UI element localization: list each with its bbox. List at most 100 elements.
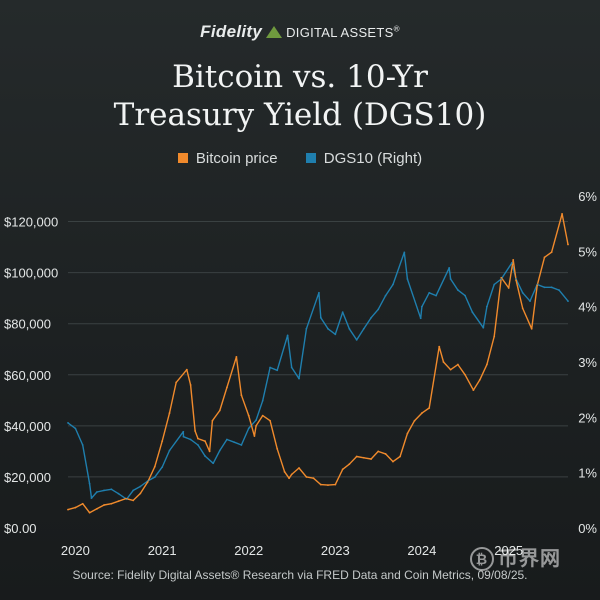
bitcoin-point: [110, 502, 113, 505]
bitcoin-point: [362, 456, 365, 459]
x-tick-label: 2024: [407, 543, 436, 558]
dgs10-point: [448, 267, 451, 269]
dgs10-point: [319, 316, 322, 319]
dgs10-point: [153, 476, 156, 478]
dgs10-point: [392, 283, 394, 286]
bitcoin-point: [168, 412, 171, 414]
dgs10-point: [384, 294, 387, 297]
bitcoin-point: [464, 373, 466, 376]
dgs10-point: [406, 278, 409, 280]
dgs10-point: [261, 399, 264, 402]
bitcoin-point: [103, 504, 105, 506]
dgs10-point: [428, 291, 431, 294]
bitcoin-point: [543, 256, 546, 259]
bitcoin-point: [420, 412, 423, 414]
dgs10-point: [247, 427, 250, 430]
bitcoin-point: [74, 506, 77, 509]
dgs10-point: [327, 327, 329, 330]
y-tick-label-left: $40,000: [4, 419, 51, 434]
bitcoin-point: [208, 450, 211, 453]
brand-logo: Fidelity DIGITAL ASSETS®: [0, 22, 600, 42]
bitcoin-point: [355, 455, 358, 458]
chart-title: Bitcoin vs. 10-Yr Treasury Yield (DGS10): [0, 58, 600, 134]
dgs10-point: [543, 286, 546, 289]
dgs10-point: [290, 366, 293, 369]
dgs10-point: [161, 466, 164, 469]
dgs10-point: [449, 278, 452, 280]
dgs10-point: [269, 366, 271, 369]
dgs10-point: [117, 492, 120, 495]
dgs10-point: [485, 305, 488, 308]
bitcoin-point: [81, 502, 84, 505]
bitcoin-point: [370, 458, 373, 460]
bitcoin-point: [261, 414, 264, 417]
bitcoin-point: [457, 363, 459, 366]
dgs10-point: [189, 438, 192, 441]
dgs10-point: [88, 482, 91, 485]
watermark-text: 币界网: [498, 548, 561, 570]
bitcoin-point: [194, 430, 197, 432]
bitcoin-point: [449, 368, 452, 371]
dgs10-point: [182, 435, 185, 438]
dgs10-point: [457, 289, 459, 291]
bitcoin-point: [117, 500, 120, 503]
bitcoin-point: [288, 477, 290, 480]
bitcoin-point: [500, 276, 503, 279]
y-tick-label-right: 6%: [578, 189, 597, 204]
bitcoin-point: [124, 497, 127, 500]
y-tick-label-left: $100,000: [4, 266, 58, 281]
x-tick-label: 2020: [61, 543, 90, 558]
dgs10-point: [305, 327, 308, 330]
bitcoin-point: [377, 450, 380, 453]
bitcoin-point: [226, 386, 228, 389]
legend-item-dgs10: DGS10 (Right): [305, 150, 422, 167]
dgs10-point: [362, 327, 365, 330]
coin-icon: ₿: [470, 547, 494, 571]
dgs10-point: [420, 305, 423, 308]
y-tick-label-left: $20,000: [4, 470, 51, 485]
bitcoin-point: [384, 453, 387, 455]
bitcoin-point: [269, 419, 271, 422]
bitcoin-point: [478, 378, 481, 381]
dgs10-point: [521, 291, 524, 294]
dgs10-point: [168, 449, 171, 452]
bitcoin-point: [185, 368, 188, 371]
bitcoin-point: [161, 440, 164, 443]
dgs10-point: [515, 278, 517, 280]
bitcoin-point: [132, 499, 135, 502]
dgs10-point: [510, 262, 513, 264]
y-tick-label-left: $80,000: [4, 317, 51, 332]
y-tick-label-right: 0%: [578, 521, 597, 536]
dgs10-point: [132, 489, 135, 492]
dgs10-point: [419, 317, 422, 320]
bitcoin-point: [88, 511, 91, 514]
bitcoin-point: [283, 470, 286, 473]
y-tick-label-left: $120,000: [4, 215, 58, 230]
bitcoin-point: [327, 484, 329, 486]
dgs10-point: [233, 441, 236, 444]
x-tick-label: 2023: [321, 543, 350, 558]
bitcoin-point: [536, 284, 539, 287]
dgs10-point: [255, 419, 257, 421]
dgs10-point: [355, 338, 358, 341]
bitcoin-point: [153, 465, 156, 468]
dgs10-point: [204, 455, 206, 457]
source-note: Source: Fidelity Digital Assets® Researc…: [72, 568, 528, 582]
bitcoin-point: [507, 287, 510, 289]
dgs10-point: [377, 308, 380, 311]
y-tick-label-right: 1%: [578, 466, 597, 481]
bitcoin-point: [67, 508, 69, 511]
triangle-logo-icon: [266, 26, 283, 38]
dgs10-point: [240, 444, 243, 446]
chart-legend: Bitcoin price DGS10 (Right): [0, 150, 600, 167]
bitcoin-point: [334, 483, 337, 486]
bitcoin-point: [247, 414, 250, 417]
brand-mark: ®: [393, 24, 400, 34]
legend-swatch-bitcoin: [177, 153, 188, 163]
dgs10-point: [81, 444, 84, 446]
bitcoin-point: [298, 467, 300, 469]
dgs10-point: [370, 316, 373, 319]
bitcoin-point: [204, 440, 206, 443]
bitcoin-point: [515, 279, 517, 282]
dgs10-point: [482, 326, 485, 329]
